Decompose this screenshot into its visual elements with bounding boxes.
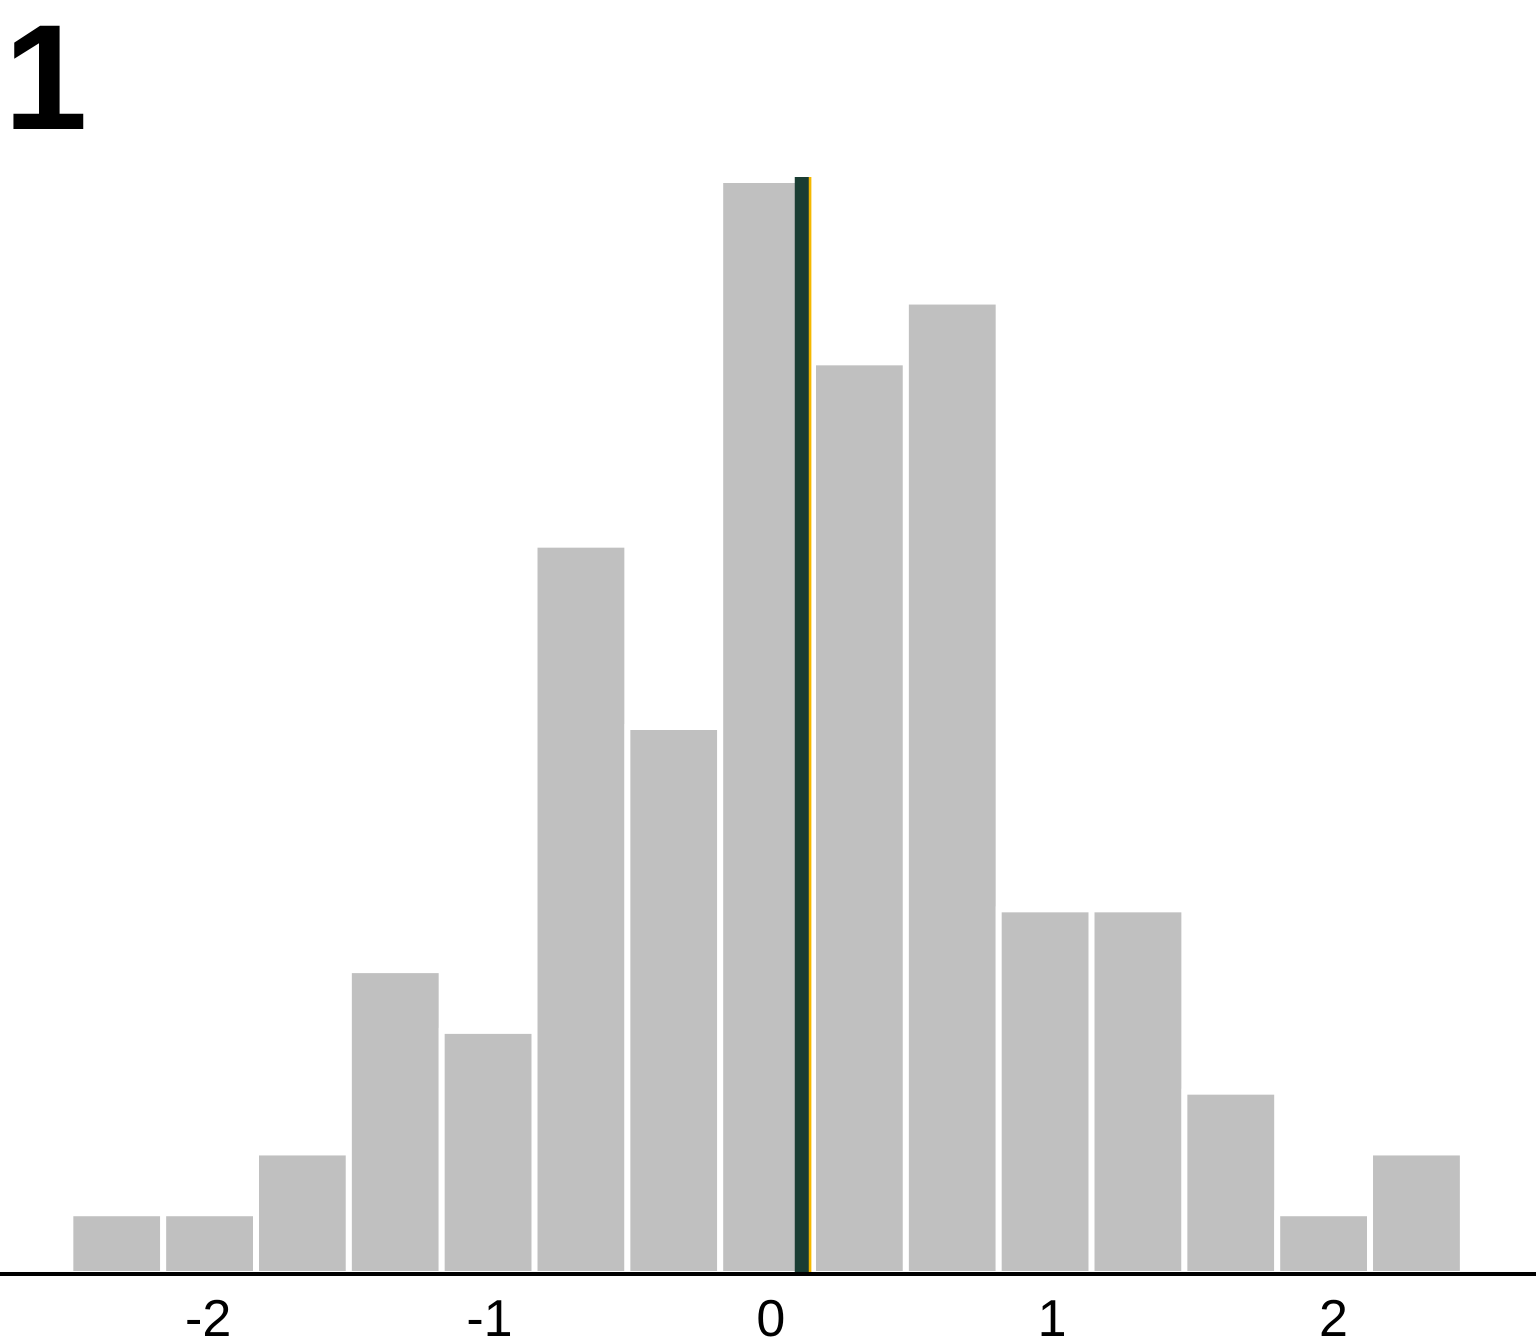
histogram-bar bbox=[813, 362, 906, 1274]
x-tick-label: 0 bbox=[756, 1290, 785, 1344]
histogram-bar bbox=[256, 1152, 349, 1274]
x-tick-label: -1 bbox=[466, 1290, 512, 1344]
histogram-bar bbox=[349, 970, 442, 1274]
x-tick-label: 1 bbox=[1038, 1290, 1067, 1344]
histogram-bar bbox=[1277, 1213, 1370, 1274]
histogram-bar bbox=[1092, 909, 1185, 1274]
histogram-bar bbox=[535, 545, 628, 1274]
histogram-bar bbox=[627, 727, 720, 1274]
histogram-bar bbox=[1370, 1152, 1463, 1274]
x-tick-label: 2 bbox=[1319, 1290, 1348, 1344]
histogram-bar bbox=[906, 302, 999, 1274]
histogram-bar bbox=[442, 1031, 535, 1274]
histogram-bar bbox=[163, 1213, 256, 1274]
histogram-bar bbox=[1184, 1092, 1277, 1274]
histogram-bars bbox=[70, 180, 1463, 1274]
histogram-bar bbox=[70, 1213, 163, 1274]
histogram-bar bbox=[999, 909, 1092, 1274]
reference-lines bbox=[802, 177, 808, 1274]
x-axis-ticks: -2 -1 0 1 2 bbox=[185, 1290, 1348, 1344]
x-tick-label: -2 bbox=[185, 1290, 231, 1344]
